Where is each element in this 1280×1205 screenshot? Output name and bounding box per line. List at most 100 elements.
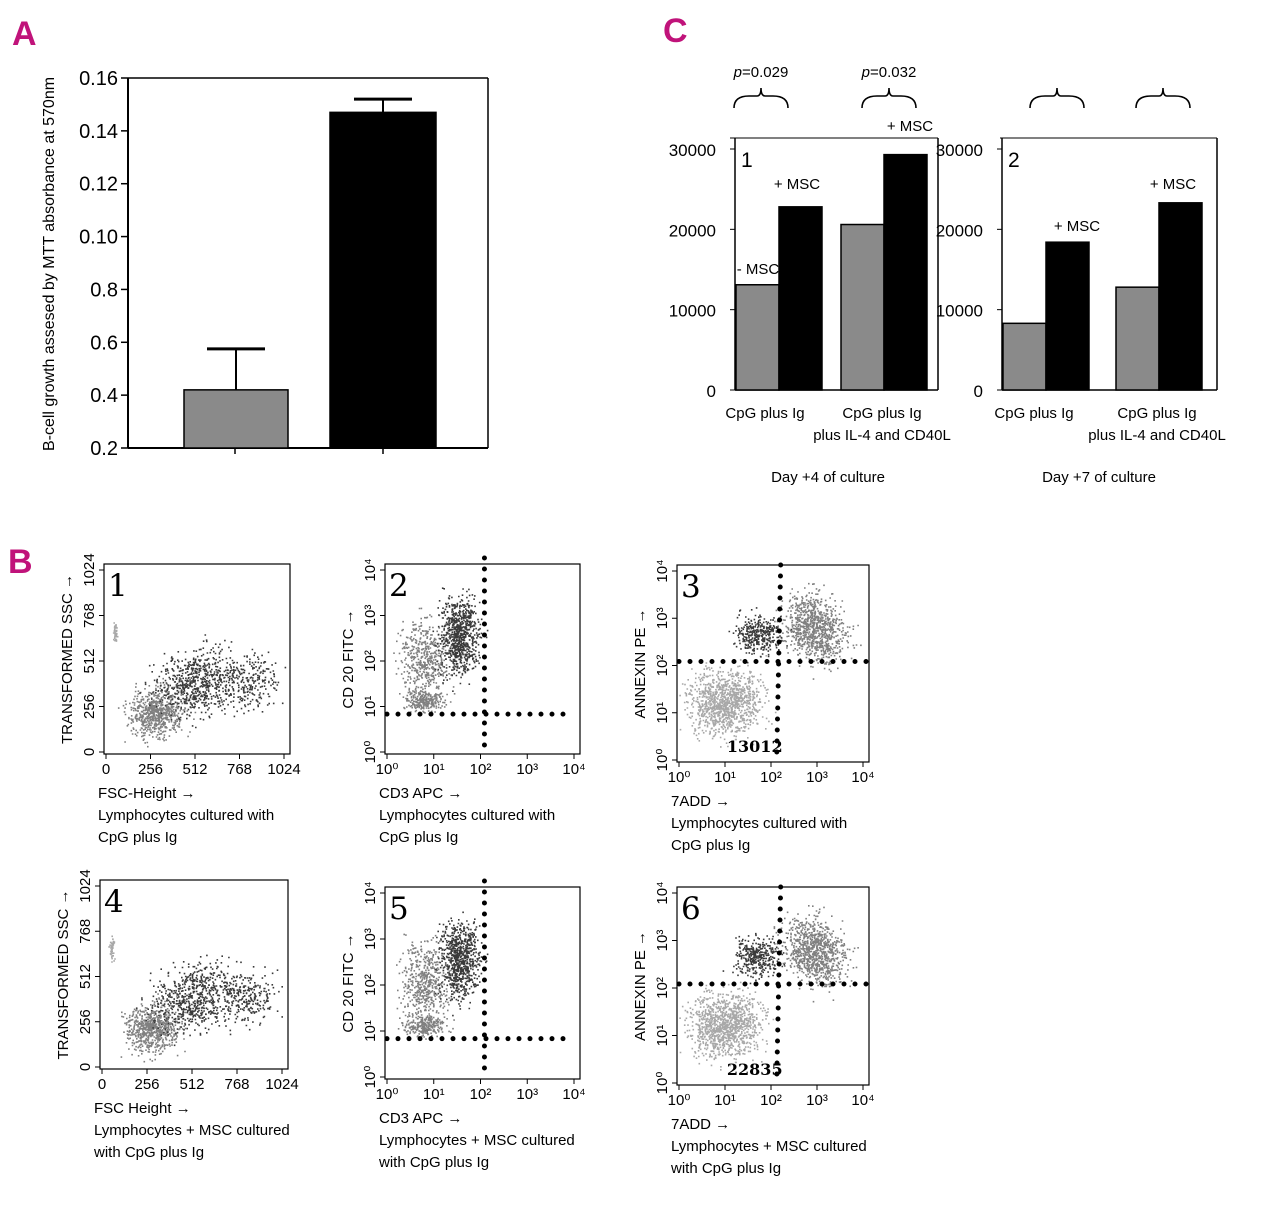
flow-y-tick-label: 10¹ bbox=[654, 702, 671, 724]
flow-plot-caption: Lymphocytes cultured with bbox=[379, 807, 555, 824]
flow-y-tick-label: 10⁴ bbox=[654, 881, 671, 904]
panel-c-p-number: =0.032 bbox=[870, 64, 916, 81]
flow-x-tick-label: 10³ bbox=[516, 1086, 538, 1103]
flow-plot-caption: Lymphocytes cultured with bbox=[671, 815, 847, 832]
panel-a-y-tick-label: 0.8 bbox=[90, 279, 118, 301]
flow-plot-caption: Lymphocytes + MSC cultured bbox=[379, 1132, 575, 1149]
flow-y-tick-label: 10¹ bbox=[362, 696, 379, 718]
flow-plot-frame bbox=[676, 564, 870, 763]
panel-c-subpanel-number: 2 bbox=[1008, 149, 1020, 172]
panel-b-flow-cytometry: 10 256 512 768 102402565127681024TRANSFORMED… bbox=[55, 553, 876, 1177]
flow-plot-events bbox=[396, 901, 489, 1040]
flow-plot-caption: Lymphocytes + MSC cultured bbox=[94, 1122, 290, 1139]
flow-x-tick-label: 10³ bbox=[806, 769, 828, 786]
flow-plot-5: 5 10⁰ 10¹ 10² 10³ 10⁴ 10⁰ 10¹ 10² 10³ 10⁴ CD 20 FIT… bbox=[340, 878, 586, 1171]
flow-x-tick-label: 512 bbox=[182, 761, 207, 778]
panel-a-y-tick-label: 0.2 bbox=[90, 438, 118, 460]
flow-x-axis-title: CD3 APC → bbox=[379, 785, 462, 802]
panel-a-y-axis-title: B-cell growth assesed by MTT absorbance … bbox=[41, 77, 58, 451]
flow-y-axis-title: TRANSFORMED SSC → bbox=[55, 889, 72, 1059]
flow-plot-events bbox=[108, 935, 283, 1063]
flow-x-tick-label: 1024 bbox=[267, 761, 300, 778]
flow-event-cluster bbox=[728, 607, 793, 664]
panel-c-category-label: CpG plus Ig bbox=[994, 405, 1073, 422]
flow-y-tick-label: 256 bbox=[81, 694, 98, 719]
flow-y-tick-label: 10⁴ bbox=[362, 881, 379, 904]
flow-plot-caption: CpG plus Ig bbox=[671, 837, 750, 854]
flow-event-cluster bbox=[393, 607, 456, 713]
flow-y-tick-label: 10² bbox=[362, 974, 379, 996]
flow-x-tick-label: 0 bbox=[102, 761, 110, 778]
flow-x-tick-label: 10⁴ bbox=[562, 761, 585, 778]
flow-x-tick-label: 10¹ bbox=[423, 1086, 445, 1103]
flow-plot-number: 5 bbox=[389, 891, 409, 927]
panel-c-subpanel-2: 0 10000 20000 30000 2 CpG plus Ig CpG plus Ig p… bbox=[936, 87, 1226, 486]
panel-c-category-label: plus IL-4 and CD40L bbox=[1088, 427, 1226, 444]
flow-plot-4: 4 0 256 512 768 1024 0 256 512 768 1024 TRANSFORMED… bbox=[55, 869, 299, 1161]
flow-event-cluster bbox=[139, 634, 259, 729]
flow-y-tick-label: 512 bbox=[77, 964, 94, 989]
flow-y-tick-label: 0 bbox=[81, 748, 98, 756]
panel-a-y-tick-label: 0.4 bbox=[90, 385, 118, 407]
flow-x-tick-label: 1024 bbox=[265, 1076, 298, 1093]
panel-c-bar bbox=[1045, 241, 1090, 391]
panel-c-footer: Day +4 of culture bbox=[771, 469, 885, 486]
flow-plot-number: 6 bbox=[681, 891, 701, 927]
flow-x-tick-label: 10² bbox=[470, 761, 492, 778]
flow-x-tick-label: 10² bbox=[760, 1092, 782, 1109]
panel-c-bar-label: + MSC bbox=[774, 176, 820, 193]
panel-c-p-symbol: p bbox=[861, 64, 870, 81]
flow-x-tick-label: 10³ bbox=[806, 1092, 828, 1109]
flow-event-cluster bbox=[722, 932, 789, 985]
flow-y-tick-label: 10⁴ bbox=[654, 559, 671, 582]
panel-c-significance-brace bbox=[733, 87, 789, 109]
panel-c-y-tick-label: 30000 bbox=[669, 141, 716, 160]
flow-event-cluster bbox=[432, 587, 489, 692]
panel-c-y-tick-label: 0 bbox=[707, 382, 716, 401]
flow-event-cluster bbox=[211, 961, 283, 1036]
panel-c-bar bbox=[883, 153, 928, 391]
flow-x-axis-title: FSC Height → bbox=[94, 1100, 191, 1117]
flow-y-axis-title: CD 20 FITC → bbox=[340, 933, 357, 1032]
panel-label-a: A bbox=[12, 15, 37, 53]
panel-a-y-tick-label: 0.10 bbox=[79, 227, 118, 249]
flow-x-tick-label: 10¹ bbox=[423, 761, 445, 778]
panel-a-y-tick-label: 0.14 bbox=[79, 121, 118, 143]
flow-event-cluster bbox=[774, 582, 862, 680]
flow-event-cluster bbox=[217, 646, 287, 715]
flow-x-tick-label: 10¹ bbox=[714, 769, 736, 786]
flow-y-tick-label: 1024 bbox=[77, 869, 94, 902]
panel-a-y-tick-label: 0.12 bbox=[79, 174, 118, 196]
panel-a-bar bbox=[183, 389, 289, 449]
flow-x-tick-label: 256 bbox=[138, 761, 163, 778]
panel-c-category-label: CpG plus Ig bbox=[725, 405, 804, 422]
flow-y-tick-label: 10¹ bbox=[362, 1020, 379, 1042]
flow-plot-frame bbox=[676, 886, 870, 1086]
flow-y-tick-label: 10⁰ bbox=[362, 1066, 379, 1089]
flow-plot-events bbox=[679, 582, 862, 748]
panel-c-significance-brace bbox=[1135, 87, 1191, 109]
flow-y-tick-label: 256 bbox=[77, 1009, 94, 1034]
flow-event-cluster bbox=[108, 935, 116, 963]
panel-c-bar-label: - MSC bbox=[737, 261, 780, 278]
panel-a-y-tick-label: 0.6 bbox=[90, 332, 118, 354]
panel-c-p-symbol: p bbox=[733, 64, 742, 81]
flow-x-tick-label: 10⁴ bbox=[851, 1092, 874, 1109]
flow-x-tick-label: 10⁴ bbox=[851, 769, 874, 786]
flow-x-tick-label: 10³ bbox=[516, 761, 538, 778]
panel-c-bar bbox=[735, 284, 780, 391]
panel-c-subpanel-number: 1 bbox=[741, 149, 753, 172]
flow-y-axis-title: CD 20 FITC → bbox=[340, 609, 357, 708]
flow-y-tick-label: 10⁰ bbox=[654, 749, 671, 772]
flow-event-cluster bbox=[112, 622, 119, 642]
panel-c-bar-label: + MSC bbox=[887, 118, 933, 135]
panel-c-bar-charts: 0 10000 20000 30000 1 CpG plus Ig CpG plus Ig p… bbox=[669, 64, 1226, 486]
flow-event-cluster bbox=[432, 901, 489, 1017]
flow-y-tick-label: 10² bbox=[654, 977, 671, 999]
flow-plot-caption: CpG plus Ig bbox=[379, 829, 458, 846]
flow-x-axis-title: 7ADD → bbox=[671, 1116, 730, 1133]
flow-x-tick-label: 10⁰ bbox=[668, 769, 691, 786]
panel-c-bar-label: + MSC bbox=[1150, 176, 1196, 193]
flow-x-axis-title: FSC-Height → bbox=[98, 785, 196, 802]
flow-y-tick-label: 10⁰ bbox=[654, 1072, 671, 1095]
